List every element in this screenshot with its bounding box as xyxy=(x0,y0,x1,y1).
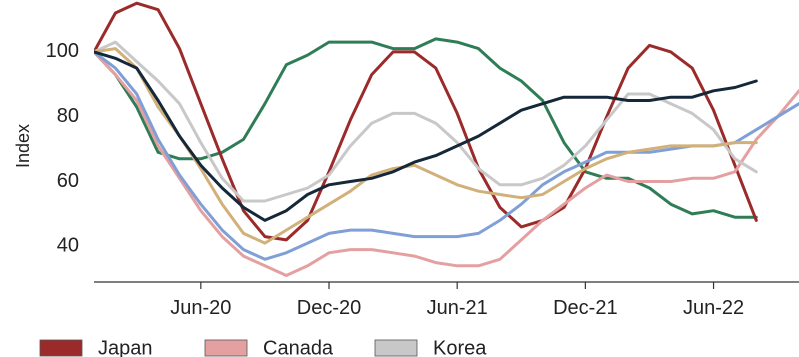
legend-swatch-japan xyxy=(39,339,83,357)
x-tick-label: Jun-20 xyxy=(170,297,231,319)
series-line-korea xyxy=(94,40,758,203)
series-line-green xyxy=(94,37,758,219)
series-line-tan xyxy=(94,47,758,245)
x-tick-label: Jun-21 xyxy=(427,297,488,319)
series-line-japan xyxy=(94,1,758,242)
y-axis-title: Index xyxy=(13,124,33,168)
legend-label-canada: Canada xyxy=(263,337,334,357)
series-line-navy xyxy=(94,50,758,222)
y-tick-label: 80 xyxy=(57,105,79,127)
series-layer xyxy=(94,1,799,277)
y-tick-label: 100 xyxy=(46,40,79,62)
legend-swatch-korea xyxy=(374,339,418,357)
legend: Japan Canada Korea xyxy=(39,337,487,357)
legend-label-japan: Japan xyxy=(98,337,153,357)
axes-layer: Jun-20 Dec-20 Jun-21 Dec-21 Jun-22 40 60 80 100 xyxy=(46,40,799,319)
x-tick-label: Dec-21 xyxy=(553,297,617,319)
legend-swatch-canada xyxy=(204,339,248,357)
y-tick-label: 60 xyxy=(57,170,79,192)
series-line-blue xyxy=(94,50,799,261)
x-tick-label: Jun-22 xyxy=(683,297,744,319)
y-tick-label: 40 xyxy=(57,235,79,257)
x-tick-label: Dec-20 xyxy=(297,297,361,319)
series-line-canada xyxy=(94,50,799,277)
legend-label-korea: Korea xyxy=(433,337,487,357)
